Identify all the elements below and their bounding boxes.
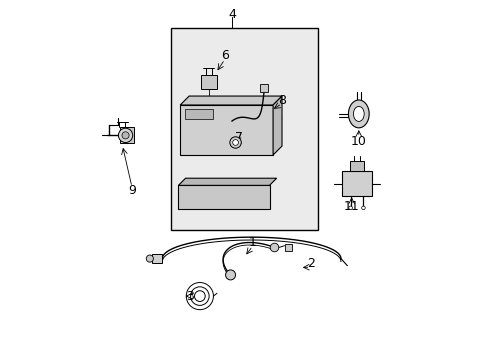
Circle shape: [122, 132, 129, 139]
Ellipse shape: [353, 107, 364, 121]
Text: 9: 9: [128, 184, 136, 197]
Circle shape: [225, 270, 235, 280]
Bar: [151, 254, 162, 263]
Bar: [284, 244, 292, 251]
Polygon shape: [178, 185, 269, 209]
Bar: [201, 75, 216, 89]
Circle shape: [146, 255, 153, 262]
Polygon shape: [272, 96, 282, 155]
Bar: [171, 28, 317, 230]
Circle shape: [270, 243, 278, 252]
Text: 2: 2: [306, 257, 314, 270]
Circle shape: [348, 206, 352, 210]
Text: 6: 6: [221, 49, 228, 62]
Text: 7: 7: [235, 131, 243, 144]
Text: 8: 8: [278, 94, 285, 107]
Bar: [184, 109, 212, 119]
Circle shape: [229, 137, 241, 148]
Bar: [120, 127, 134, 143]
Text: 10: 10: [350, 135, 366, 148]
Text: 4: 4: [227, 8, 235, 21]
Text: 11: 11: [343, 200, 359, 213]
Polygon shape: [180, 96, 282, 105]
Polygon shape: [180, 105, 272, 155]
Circle shape: [361, 206, 365, 210]
Bar: [259, 84, 268, 93]
Bar: [349, 161, 364, 171]
Bar: [341, 171, 371, 196]
Circle shape: [232, 140, 238, 145]
Polygon shape: [178, 178, 276, 185]
Ellipse shape: [348, 100, 368, 128]
Text: 1: 1: [248, 236, 256, 249]
Text: 3: 3: [185, 289, 193, 303]
Circle shape: [118, 128, 132, 143]
